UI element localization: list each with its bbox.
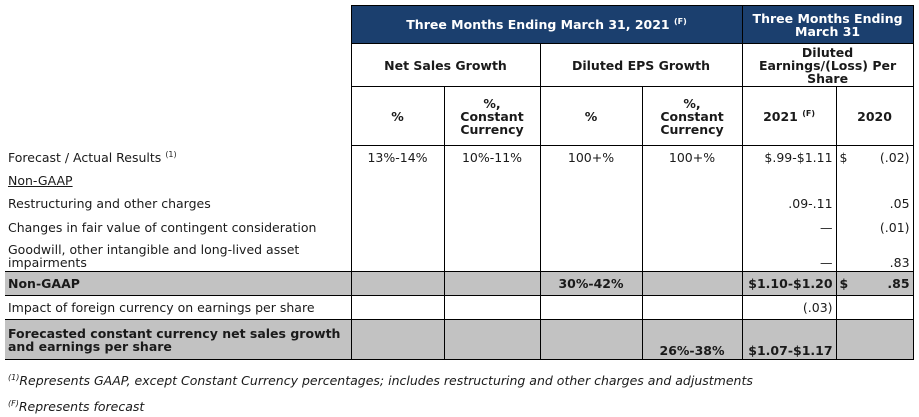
header-three-months: Three Months Ending March 31 [741,5,914,44]
row-label: Restructuring and other charges [8,196,211,211]
cell-2020-value: (.02) [879,149,910,165]
table-row-non-gaap-total: Non-GAAP 30%-42% $1.10-$1.20 $ .85 [5,271,914,296]
row-label-text: Forecast / Actual Results [8,149,162,165]
table-row: Non-GAAP [5,168,914,192]
footnote-1-marker: (1) [8,372,20,382]
cc-line1: %, [683,95,701,111]
cell-2020: .83 [835,239,914,272]
cell-ns-cc: 10%-11% [443,145,541,169]
row-label: Impact of foreign currency on earnings p… [8,300,315,315]
cc-line3: Currency [660,121,724,137]
cell-eps-pct: 100+% [539,145,643,169]
header-group-left-label: Three Months Ending March 31, 2021 [406,17,670,32]
header-three-months-2021: Three Months Ending March 31, 2021 (F) [350,5,743,44]
cell-2021: — [741,239,837,272]
footnote-f: (F)Represents forecast [8,399,144,414]
row-label: Non-GAAP [5,169,351,192]
cell-2021: $1.10-$1.20 [741,271,837,296]
row-label: Forecast / Actual Results (1) [5,146,351,169]
table-row: Goodwill, other intangible and long-live… [5,239,914,272]
cell-ns-pct: 13%-14% [350,145,445,169]
table-row: Changes in fair value of contingent cons… [5,215,914,240]
section-heading-non-gaap: Non-GAAP [8,172,73,188]
table-row-cc-forecast: Forecasted constant currency net sales g… [5,319,914,360]
table-row: Restructuring and other charges .09-.11 … [5,191,914,216]
cell-eps-cc: 100+% [641,145,743,169]
cell-2020: $ .85 [835,271,914,296]
header-group-left-note: (F) [673,16,687,26]
cell-eps-cc: 26%-38% [641,319,743,360]
col-2021-note: (F) [802,108,816,118]
col-2021-label: 2021 [763,108,798,124]
cc-line2: Constant [460,108,524,124]
footnote-f-marker: (F) [8,398,19,408]
row-label: Non-GAAP [5,271,351,296]
cell-2020: .05 [835,191,914,216]
row-label-note: (1) [165,149,177,159]
header-net-sales-growth: Net Sales Growth [350,43,541,87]
header-diluted-eps-growth: Diluted EPS Growth [539,43,743,87]
col-header-2020: 2020 [835,86,914,146]
currency-symbol: $ [839,149,848,165]
table-row: Impact of foreign currency on earnings p… [5,295,914,320]
cell-2021: .09-.11 [741,191,837,216]
footnote-1: (1)Represents GAAP, except Constant Curr… [8,373,753,388]
cell-2021: — [741,215,837,240]
cc-line2: Constant [660,108,724,124]
row-label: Forecasted constant currency net sales g… [5,319,351,360]
col-header-ns-pct: % [350,86,445,146]
cell-2020: $ (.02) [835,145,914,169]
row-label: Changes in fair value of contingent cons… [8,220,317,235]
cell-2020: (.01) [835,215,914,240]
cell-2021: $.99-$1.11 [741,145,837,169]
header-diluted-eps: Diluted Earnings/(Loss) Per Share [741,43,914,87]
row-label: Goodwill, other intangible and long-live… [8,242,300,270]
footnote-f-text: Represents forecast [18,399,145,414]
currency-symbol: $ [839,276,849,291]
table-row: Forecast / Actual Results (1) 13%-14% 10… [5,145,914,169]
cell-eps-pct: 30%-42% [539,271,643,296]
col-header-eps-pct: % [539,86,643,146]
col-header-ns-cc: %, Constant Currency [443,86,541,146]
cell-2021: (.03) [741,295,837,320]
cell-2020-value: .85 [887,276,910,291]
cell-2021: $1.07-$1.17 [741,319,837,360]
cc-line3: Currency [460,121,524,137]
cc-line1: %, [483,95,501,111]
financial-table: Three Months Ending March 31, 2021 (F) T… [5,5,914,360]
col-header-eps-cc: %, Constant Currency [641,86,743,146]
footnote-1-text: Represents GAAP, except Constant Currenc… [19,373,753,388]
col-header-2021: 2021 (F) [741,86,837,146]
